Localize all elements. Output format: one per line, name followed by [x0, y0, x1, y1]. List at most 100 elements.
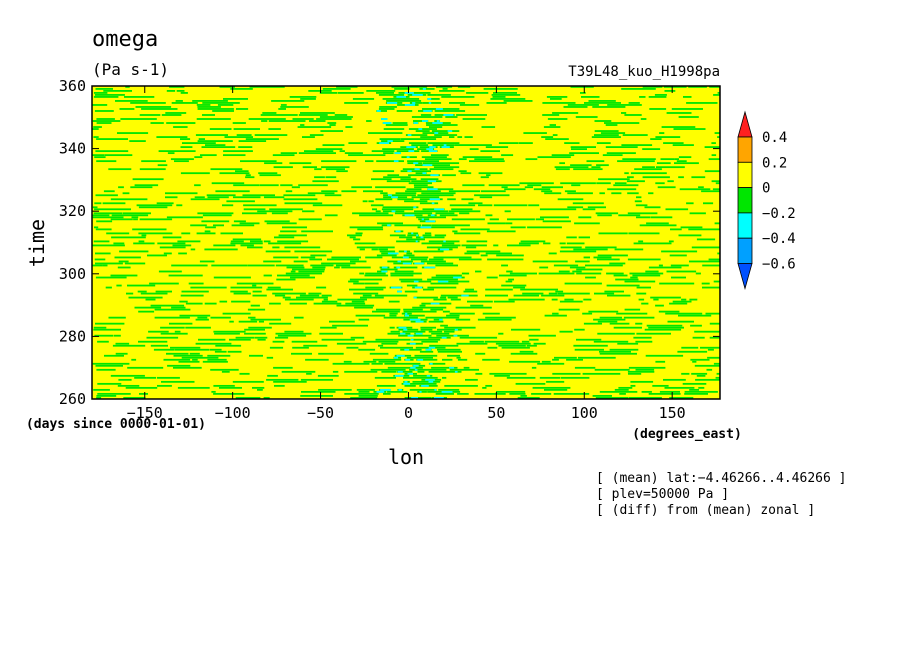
field-streak-cyan — [387, 224, 391, 227]
field-streak-green — [97, 340, 109, 343]
field-streak-green — [551, 154, 575, 157]
field-streak-green — [484, 340, 520, 343]
field-streak-green — [607, 294, 631, 297]
field-streak-green — [248, 118, 286, 120]
field-streak-green — [554, 356, 577, 359]
field-streak-cyan — [422, 120, 428, 122]
field-streak-green — [273, 166, 293, 169]
field-streak-green — [437, 280, 470, 283]
field-streak-cyan — [387, 102, 398, 104]
field-streak-green — [540, 216, 569, 219]
field-streak-green — [653, 298, 659, 301]
field-streak-green — [362, 340, 399, 343]
field-streak-green — [498, 142, 519, 144]
field-streak-green — [229, 338, 251, 341]
field-streak-green — [122, 212, 151, 215]
field-streak-green — [308, 292, 322, 295]
field-streak-green — [245, 176, 255, 179]
field-streak-green — [139, 218, 173, 221]
field-streak-cyan — [404, 314, 409, 317]
field-streak-green — [258, 320, 264, 323]
field-streak-green — [521, 340, 530, 343]
field-streak-green — [672, 300, 692, 303]
field-streak-green — [503, 100, 533, 102]
field-streak-green — [336, 86, 358, 88]
field-streak-green — [192, 358, 198, 361]
field-streak-green — [433, 298, 447, 301]
field-streak-green — [163, 358, 191, 361]
field-streak-green — [566, 358, 583, 361]
field-streak-green — [293, 260, 308, 263]
field-streak-green — [282, 226, 307, 229]
field-streak-green — [322, 144, 345, 146]
field-streak-green — [350, 396, 378, 399]
field-streak-green — [363, 360, 377, 363]
field-streak-green — [482, 312, 500, 315]
field-streak-green — [93, 388, 110, 391]
field-streak-green — [679, 188, 711, 191]
field-streak-green — [119, 108, 135, 110]
field-streak-green — [213, 384, 235, 387]
field-streak-green — [381, 370, 396, 373]
field-streak-green — [627, 176, 634, 179]
field-streak-cyan — [408, 150, 415, 153]
field-streak-green — [95, 252, 111, 255]
field-streak-green — [650, 296, 681, 299]
field-streak-green — [413, 120, 429, 122]
field-streak-green — [357, 228, 384, 231]
field-streak-green — [298, 152, 336, 155]
field-streak-green — [461, 244, 487, 247]
field-streak-green — [509, 272, 537, 275]
field-streak-green — [280, 104, 287, 106]
field-streak-green — [599, 316, 622, 319]
field-streak-green — [447, 198, 456, 201]
field-streak-green — [695, 378, 720, 381]
field-streak-green — [138, 340, 168, 343]
field-streak-green — [383, 176, 411, 179]
field-streak-green — [249, 354, 263, 357]
field-streak-green — [588, 100, 616, 102]
field-streak-green — [252, 386, 265, 389]
field-streak-green — [707, 356, 720, 359]
field-streak-green — [199, 260, 215, 263]
colorbar-label: 0.2 — [762, 155, 787, 171]
field-streak-green — [319, 332, 343, 335]
field-streak-green — [586, 160, 605, 163]
field-streak-cyan — [412, 102, 416, 104]
field-streak-green — [103, 190, 115, 193]
field-streak-green — [111, 214, 149, 217]
field-streak-green — [422, 102, 442, 104]
field-streak-cyan — [411, 396, 418, 399]
field-streak-green — [160, 326, 185, 329]
field-streak-green — [615, 278, 639, 281]
field-streak-green — [630, 380, 654, 383]
field-streak-green — [125, 386, 158, 389]
field-streak-green — [420, 326, 437, 329]
field-streak-green — [332, 370, 339, 373]
field-streak-green — [574, 366, 596, 369]
colorbar-label: −0.2 — [762, 206, 796, 222]
field-streak-green — [572, 270, 582, 273]
field-streak-green — [666, 112, 692, 114]
field-streak-green — [670, 228, 682, 231]
field-streak-green — [420, 114, 432, 116]
field-streak-green — [179, 300, 188, 303]
field-streak-green — [97, 392, 131, 395]
field-streak-green — [134, 184, 159, 187]
field-streak-green — [170, 158, 194, 161]
y-tick-label: 260 — [59, 390, 86, 408]
field-streak-cyan — [410, 366, 416, 369]
field-streak-green — [244, 332, 266, 335]
field-streak-green — [717, 92, 720, 94]
x-tick-label: 100 — [571, 404, 598, 422]
field-streak-green — [412, 306, 447, 309]
field-streak-cyan — [438, 280, 449, 283]
field-streak-green — [614, 248, 644, 251]
field-streak-cyan — [406, 146, 416, 148]
field-streak-cyan — [427, 180, 437, 183]
field-streak-green — [131, 216, 139, 219]
field-streak-green — [442, 88, 448, 90]
field-streak-green — [204, 302, 217, 305]
field-streak-green — [375, 210, 381, 213]
field-streak-green — [103, 90, 132, 92]
